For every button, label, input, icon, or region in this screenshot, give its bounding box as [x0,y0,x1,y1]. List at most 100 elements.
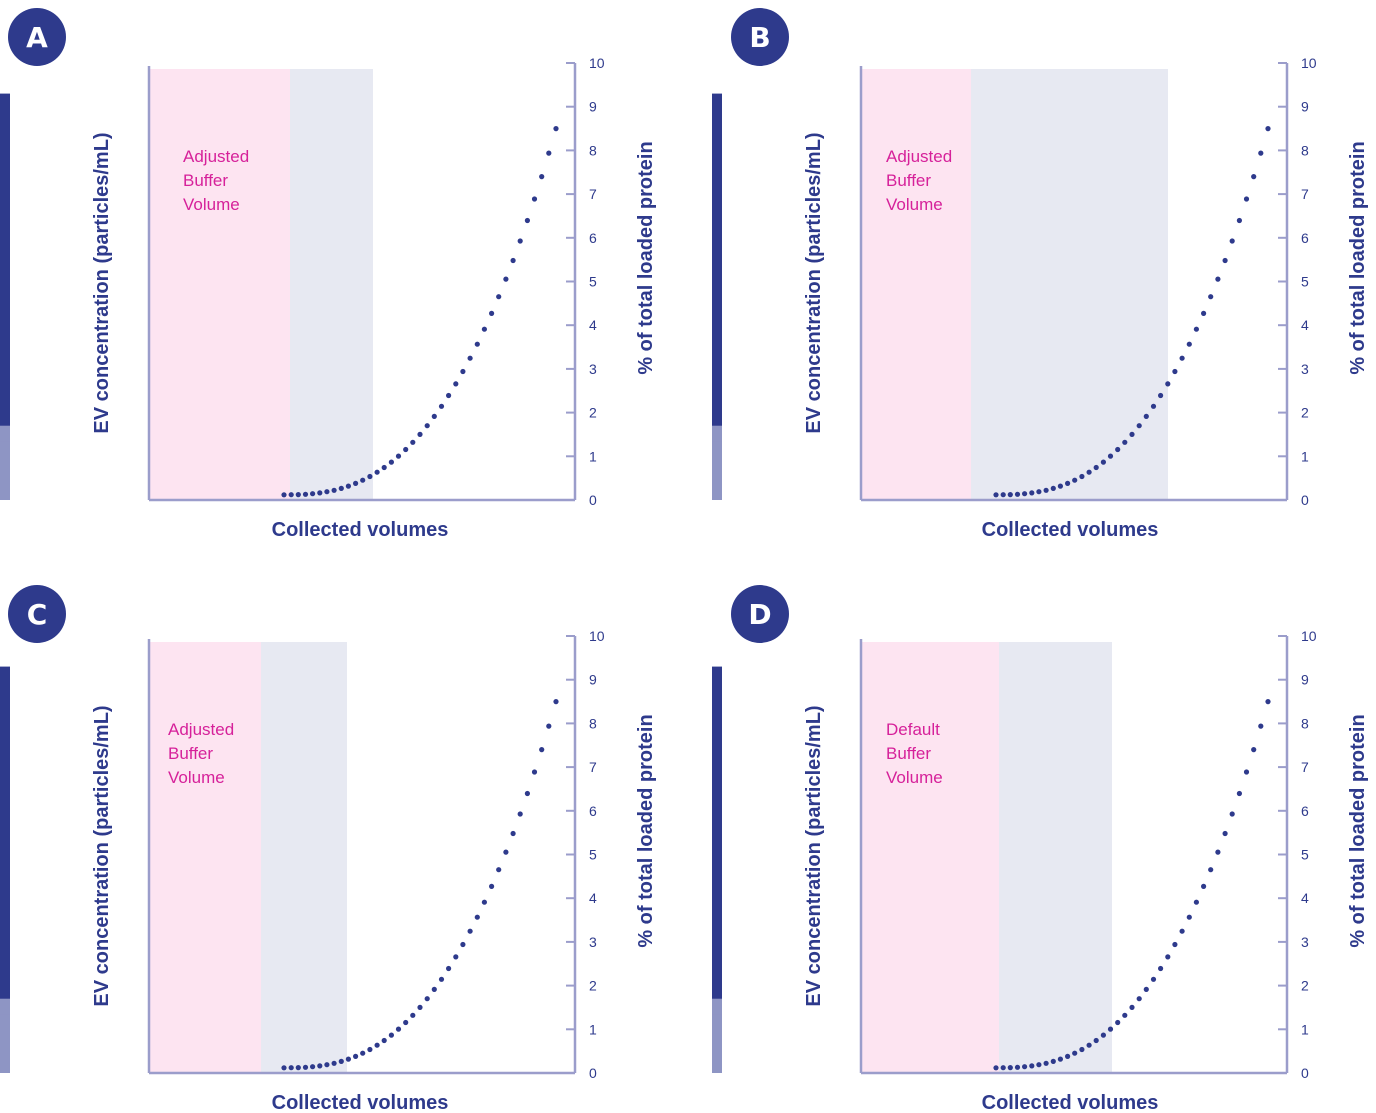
panel-c: 0 1 2 3 4 5 6 7 8 9 10 Adjusted Buffer Volume Collecte… [0,585,657,1113]
protein-curve-dot [317,1063,323,1069]
protein-curve-dot [403,446,409,453]
right-tick-label: 2 [1301,978,1309,994]
panel-a: 0 1 2 3 4 5 6 7 8 9 10 Adjusted Buffer Volume Collecte… [0,8,657,541]
right-tick-label: 10 [589,628,605,644]
right-tick-label: 4 [589,890,597,906]
protein-curve-dot [345,483,351,489]
protein-curve-dot [496,294,502,300]
protein-curve-dot [388,459,394,465]
x-axis-label: Collected volumes [272,1092,449,1113]
protein-curve-dot [489,310,495,316]
protein-curve-dot [331,1060,337,1066]
panel-badge [731,8,789,66]
protein-curve-dot [1122,1012,1128,1018]
bar [0,666,10,1073]
buffer-region [861,642,999,1073]
right-tick-label: 9 [589,99,597,115]
protein-curve-dot [1014,1064,1021,1070]
right-tick-label: 10 [589,55,605,71]
protein-curve-dot [1036,489,1042,495]
protein-curve-dot [481,326,487,332]
right-tick-label: 4 [589,317,597,333]
right-tick-label: 4 [1301,890,1309,906]
protein-curve-dot [460,368,466,375]
collection-region [999,642,1112,1073]
protein-curve-dot [302,1064,309,1070]
protein-curve-dot [1229,811,1235,817]
right-tick-label: 2 [589,978,597,994]
protein-curve-dot [424,423,430,429]
protein-curve-dot [1129,1004,1135,1010]
region-label-line: Volume [886,768,943,787]
right-tick-label: 9 [1301,99,1309,115]
buffer-region [861,69,971,500]
protein-curve-dot [1215,849,1221,855]
protein-curve-dot [1107,453,1114,459]
protein-curve-dot [446,392,452,399]
protein-curve-dot [360,477,366,483]
protein-curve-dot [1229,238,1235,244]
protein-curve-dot [1243,196,1250,202]
protein-curve-dot [367,1046,373,1053]
protein-curve-dot [424,996,430,1002]
right-tick-label: 6 [1301,230,1309,246]
right-tick-label: 6 [589,803,597,819]
right-tick-label: 1 [589,1021,597,1037]
right-tick-label: 7 [1301,759,1309,775]
protein-curve-dot [1022,1064,1028,1070]
protein-curve-dot [360,1050,366,1056]
bar [0,441,10,500]
right-tick-label: 5 [1301,847,1309,863]
protein-curve-dot [388,1032,394,1038]
protein-curve-dot [1043,1060,1049,1066]
protein-curve-dot [1050,1058,1056,1064]
protein-curve-dot [1036,1062,1042,1068]
protein-curve-dot [1065,1053,1071,1059]
protein-curve-dot [410,439,416,445]
protein-curve-dot [288,492,294,498]
protein-curve-dot [1014,491,1021,497]
protein-curve-dot [1172,941,1178,948]
protein-curve-dot [1172,368,1178,375]
right-tick-label: 9 [1301,672,1309,688]
protein-curve-dot [467,928,473,934]
protein-curve-dot [431,986,437,992]
right-tick-label: 8 [1301,715,1309,731]
region-label-line: Buffer [183,171,228,190]
bar [712,305,722,500]
protein-curve-dot [524,790,531,797]
right-tick-label: 0 [589,1065,597,1081]
protein-curve-dot [1000,1065,1006,1071]
panel-badge-letter: A [26,21,48,54]
protein-curve-dot [1122,439,1128,445]
right-tick-label: 6 [1301,803,1309,819]
protein-curve-dot [1215,276,1221,282]
collection-region [261,642,347,1073]
protein-curve-dot [1158,392,1164,399]
protein-curve-dot [317,490,323,496]
protein-curve-dot [453,954,459,960]
left-axis-label: EV concentration (particles/mL) [91,132,113,433]
right-tick-label: 8 [589,715,597,731]
protein-curve-dot [546,150,552,156]
protein-curve-dot [1251,174,1257,180]
bar [712,878,722,1073]
protein-curve-dot [331,487,337,493]
bar [712,666,722,1073]
panel-b: 0 1 2 3 4 5 6 7 8 9 10 Adjusted Buffer Volume Collecte… [712,8,1369,541]
x-axis-label: Collected volumes [272,519,449,541]
protein-curve-dot [395,453,402,459]
region-label-line: Adjusted [183,147,249,166]
protein-curve-dot [1243,769,1250,775]
protein-curve-dot [324,1062,330,1068]
protein-curve-dot [1093,1037,1099,1044]
protein-curve-dot [1136,996,1142,1002]
bar [0,93,10,500]
protein-curve-dot [1043,487,1049,493]
protein-curve-dot [1265,699,1271,705]
region-label-line: Buffer [886,744,931,763]
right-axis-label: % of total loaded protein [635,141,657,374]
right-tick-label: 1 [589,448,597,464]
bar [712,1014,722,1073]
protein-curve-dot [489,883,495,889]
